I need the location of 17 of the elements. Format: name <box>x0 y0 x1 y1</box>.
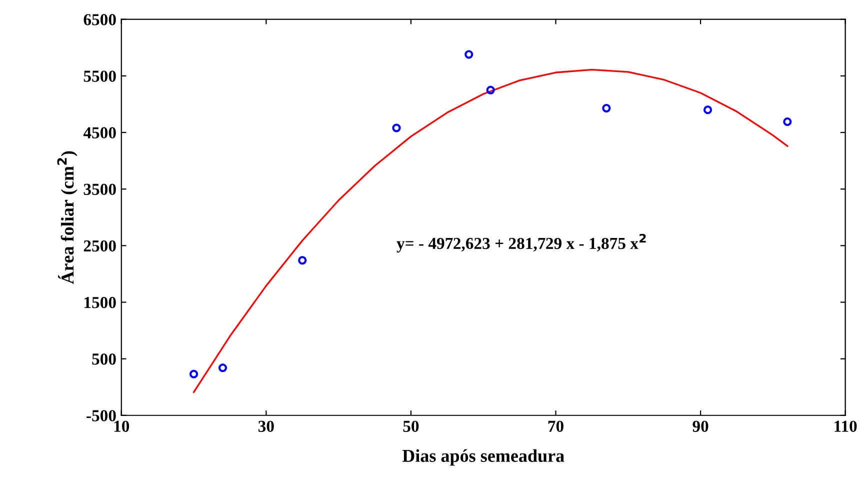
annotation: y= - 4972,623 + 281,729 x - 1,875 x$^{2}$ <box>396 234 646 253</box>
x-tick-label: 110 <box>834 420 857 432</box>
y-tick-label: -500 <box>86 410 116 422</box>
x-tick-label: 50 <box>403 420 419 432</box>
y-tick-label: 4500 <box>83 127 116 138</box>
y-tick-label: 6500 <box>84 14 116 26</box>
y-tick-label: 500 <box>92 354 116 365</box>
y-tick-label: 1500 <box>84 296 116 308</box>
x-tick-label: 90 <box>692 420 708 432</box>
x-axis-title: Dias após semeadura <box>402 449 564 466</box>
y-tick-label: 2500 <box>84 240 116 252</box>
x-tick-label: 10 <box>114 420 130 432</box>
x-tick-label: 30 <box>258 420 274 432</box>
x-tick-label: 70 <box>548 420 564 432</box>
y-axis-title: Área foliar (cm$^{2}$) <box>57 151 78 284</box>
y-tick-label: 3500 <box>84 184 116 196</box>
y-tick-label: 5500 <box>84 70 116 82</box>
